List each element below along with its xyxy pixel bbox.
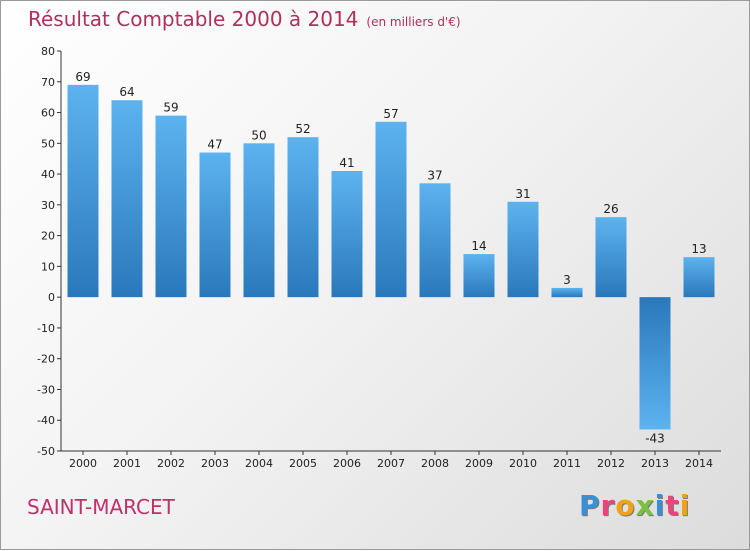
y-tick-label: 50	[41, 137, 55, 150]
bar-value-label: 3	[563, 273, 571, 287]
y-tick-label: 10	[41, 260, 55, 273]
logo-letter: P	[579, 489, 601, 522]
y-tick-label: 0	[48, 291, 55, 304]
bar	[243, 143, 275, 298]
bar-value-label: 13	[691, 242, 706, 256]
logo-letter: i	[654, 489, 666, 522]
x-tick-label: 2003	[201, 457, 229, 470]
logo-letter: x	[635, 489, 655, 522]
logo-letter: i	[679, 489, 691, 522]
bars	[67, 84, 715, 430]
city-name: SAINT-MARCET	[27, 495, 175, 519]
x-tick-label: 2004	[245, 457, 273, 470]
y-tick-label: -40	[37, 414, 55, 427]
bar	[551, 287, 583, 298]
bar-value-label: 50	[251, 128, 266, 142]
bar	[111, 100, 143, 298]
bar	[595, 217, 627, 298]
x-tick-label: 2013	[641, 457, 669, 470]
bar-value-label: 52	[295, 122, 310, 136]
bar	[639, 297, 671, 430]
x-tick-label: 2009	[465, 457, 493, 470]
x-tick-label: 2006	[333, 457, 361, 470]
y-tick-label: 30	[41, 199, 55, 212]
logo-letter: o	[615, 489, 636, 522]
bar	[155, 115, 187, 298]
x-tick-label: 2011	[553, 457, 581, 470]
axes: -50 -40 -30 -20 -10 0 10 20 30 40 50 60 70 80 2000 2001…	[37, 45, 721, 470]
x-tick-label: 2001	[113, 457, 141, 470]
bar	[199, 152, 231, 298]
bar-value-label: 47	[207, 138, 222, 152]
bar-value-label: 64	[119, 85, 134, 99]
bar	[683, 257, 715, 298]
y-tick-label: -10	[37, 322, 55, 335]
y-tick-label: -20	[37, 353, 55, 366]
value-labels: 69 64 59 47 50 52 41 57 37 14 31 3 26 -43 13	[75, 70, 706, 446]
y-tick-label: 60	[41, 107, 55, 120]
bar-value-label: 59	[163, 101, 178, 115]
bar	[463, 254, 495, 298]
bar-value-label: 41	[339, 156, 354, 170]
y-tick-label: 80	[41, 45, 55, 58]
bar-value-label: 31	[515, 187, 530, 201]
x-tick-label: 2008	[421, 457, 449, 470]
proxiti-logo: Proxiti	[579, 489, 690, 522]
bar-value-label: 37	[427, 168, 442, 182]
y-tick-label: -30	[37, 383, 55, 396]
bar-value-label: 26	[603, 202, 618, 216]
bar	[287, 137, 319, 298]
bar	[67, 84, 99, 298]
bar	[375, 121, 407, 298]
y-tick-label: -50	[37, 445, 55, 458]
bar-value-label: 57	[383, 107, 398, 121]
x-tick-label: 2000	[69, 457, 97, 470]
bar	[331, 171, 363, 298]
x-tick-label: 2010	[509, 457, 537, 470]
bar-value-label: 69	[75, 70, 90, 84]
x-tick-label: 2002	[157, 457, 185, 470]
y-tick-label: 20	[41, 230, 55, 243]
chart-title: Résultat Comptable 2000 à 2014 (en millie…	[28, 7, 461, 31]
chart-subtitle: (en milliers d'€)	[366, 15, 461, 29]
bar-value-label: -43	[645, 431, 665, 445]
x-tick-label: 2012	[597, 457, 625, 470]
bar-value-label: 14	[471, 239, 486, 253]
bar	[507, 201, 539, 298]
y-tick-label: 70	[41, 76, 55, 89]
bar	[419, 183, 451, 298]
x-tick-label: 2014	[685, 457, 713, 470]
x-tick-label: 2007	[377, 457, 405, 470]
logo-letter: t	[665, 489, 680, 522]
title-text: Résultat Comptable 2000 à 2014	[28, 7, 359, 31]
logo-letter: r	[600, 489, 616, 522]
x-tick-label: 2005	[289, 457, 317, 470]
y-tick-label: 40	[41, 168, 55, 181]
